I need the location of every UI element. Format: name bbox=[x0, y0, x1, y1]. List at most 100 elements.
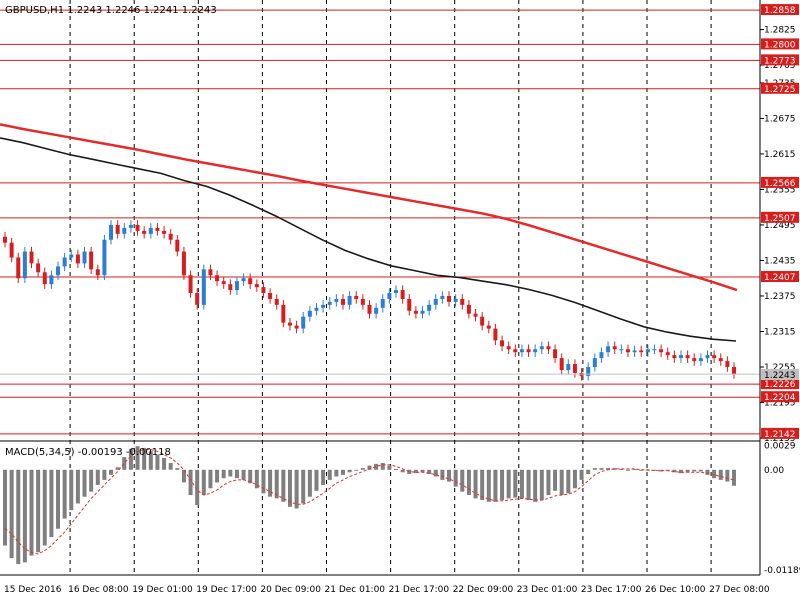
candle-body bbox=[427, 304, 432, 311]
macd-bar bbox=[56, 469, 61, 529]
macd-histogram bbox=[3, 446, 736, 565]
candle-body bbox=[89, 251, 94, 270]
candlesticks bbox=[3, 220, 736, 381]
candle-body bbox=[42, 272, 47, 285]
candle-body bbox=[533, 349, 538, 353]
candle-body bbox=[513, 349, 518, 353]
level-tag bbox=[761, 82, 799, 94]
candle-body bbox=[122, 227, 127, 234]
candle-body bbox=[712, 355, 717, 359]
macd-bar bbox=[181, 469, 186, 483]
macd-bar bbox=[36, 469, 41, 553]
candle-body bbox=[599, 352, 604, 359]
candle-body bbox=[208, 269, 213, 276]
level-label: 1.2800 bbox=[764, 40, 796, 50]
date-label: 15 Dec 2016 bbox=[4, 585, 62, 595]
macd-bar bbox=[712, 469, 717, 479]
macd-bar bbox=[387, 465, 392, 470]
candle-body bbox=[334, 298, 339, 302]
candle-body bbox=[606, 346, 611, 353]
price-chart: GBPUSD,H1 1.2243 1.2246 1.2241 1.2243 bbox=[0, 0, 760, 575]
candle-body bbox=[678, 355, 683, 359]
macd-bar bbox=[447, 469, 452, 482]
macd-bar bbox=[367, 465, 372, 470]
price-tick-label: 1.2675 bbox=[764, 114, 796, 124]
macd-bar bbox=[274, 469, 279, 499]
candle-body bbox=[500, 340, 505, 347]
candle-body bbox=[301, 316, 306, 329]
level-tag bbox=[761, 4, 799, 16]
macd-bar bbox=[254, 469, 259, 489]
macd-tick-labels: 0.0029 0.00 -0.01189 bbox=[764, 441, 800, 575]
candle-body bbox=[248, 278, 253, 285]
macd-bar bbox=[102, 469, 107, 480]
macd-bar bbox=[360, 468, 365, 470]
level-tag bbox=[761, 54, 799, 66]
candle-body bbox=[82, 251, 87, 264]
macd-bar bbox=[215, 469, 220, 483]
macd-tick-label: 0.00 bbox=[764, 466, 784, 476]
candle-body bbox=[665, 352, 670, 356]
date-label: 21 Dec 17:00 bbox=[389, 585, 450, 595]
candle-body bbox=[553, 349, 558, 359]
macd-bar bbox=[294, 469, 299, 509]
macd-bar bbox=[148, 451, 153, 470]
candle-body bbox=[162, 230, 167, 234]
time-axis-labels: 15 Dec 2016 16 Dec 08:00 19 Dec 01:00 19 De… bbox=[4, 585, 770, 595]
candle-body bbox=[619, 349, 624, 351]
candle-body bbox=[413, 310, 418, 314]
horizontal-levels bbox=[0, 9, 760, 435]
macd-bar bbox=[592, 468, 597, 470]
macd-bar bbox=[122, 457, 127, 470]
macd-bar bbox=[553, 469, 558, 491]
candle-body bbox=[69, 254, 74, 258]
macd-bar bbox=[599, 468, 604, 470]
macd-bar bbox=[82, 469, 87, 497]
vertical-grid bbox=[69, 0, 712, 575]
level-label: 1.2204 bbox=[764, 393, 796, 403]
macd-bar bbox=[579, 469, 584, 480]
candle-body bbox=[486, 325, 491, 329]
ma-slow-line bbox=[0, 123, 738, 292]
candle-body bbox=[625, 349, 630, 353]
macd-bar bbox=[533, 469, 538, 502]
price-tick-label: 1.2135 bbox=[764, 434, 796, 444]
candle-body bbox=[440, 295, 445, 299]
candle-body bbox=[281, 304, 286, 323]
candle-body bbox=[374, 307, 379, 314]
level-tag bbox=[761, 391, 799, 403]
macd-bar bbox=[142, 447, 147, 470]
macd-bar bbox=[546, 469, 551, 496]
date-label: 19 Dec 01:00 bbox=[132, 585, 193, 595]
candle-body bbox=[506, 346, 511, 350]
candle-body bbox=[234, 281, 239, 291]
macd-bar bbox=[453, 469, 458, 487]
candle-body bbox=[493, 328, 498, 341]
date-label: 16 Dec 08:00 bbox=[68, 585, 129, 595]
candle-body bbox=[645, 349, 650, 353]
macd-bar bbox=[586, 469, 591, 474]
candle-body bbox=[347, 295, 352, 305]
macd-bar bbox=[433, 469, 438, 477]
macd-bar bbox=[42, 469, 47, 546]
macd-bar bbox=[493, 469, 498, 502]
candle-body bbox=[466, 304, 471, 314]
candle-body bbox=[685, 355, 690, 359]
price-tick-label: 1.2315 bbox=[764, 327, 796, 337]
candle-body bbox=[659, 349, 664, 353]
price-tick-label: 1.2765 bbox=[764, 61, 796, 71]
candle-body bbox=[148, 227, 153, 234]
macd-bar bbox=[128, 448, 133, 470]
macd-bar bbox=[115, 467, 120, 470]
level-label: 1.2407 bbox=[764, 273, 796, 283]
candle-body bbox=[639, 350, 644, 353]
macd-bar bbox=[718, 469, 723, 480]
price-tick-label: 1.2825 bbox=[764, 26, 796, 36]
candle-body bbox=[539, 346, 544, 350]
candle-body bbox=[732, 367, 736, 375]
candle-body bbox=[586, 367, 591, 376]
symbol-label: GBPUSD,H1 1.2243 1.2246 1.2241 1.2243 bbox=[5, 5, 217, 16]
macd-label: MACD(5,34,5) -0.00193 -0.00118 bbox=[5, 447, 171, 458]
macd-bar bbox=[466, 469, 471, 496]
